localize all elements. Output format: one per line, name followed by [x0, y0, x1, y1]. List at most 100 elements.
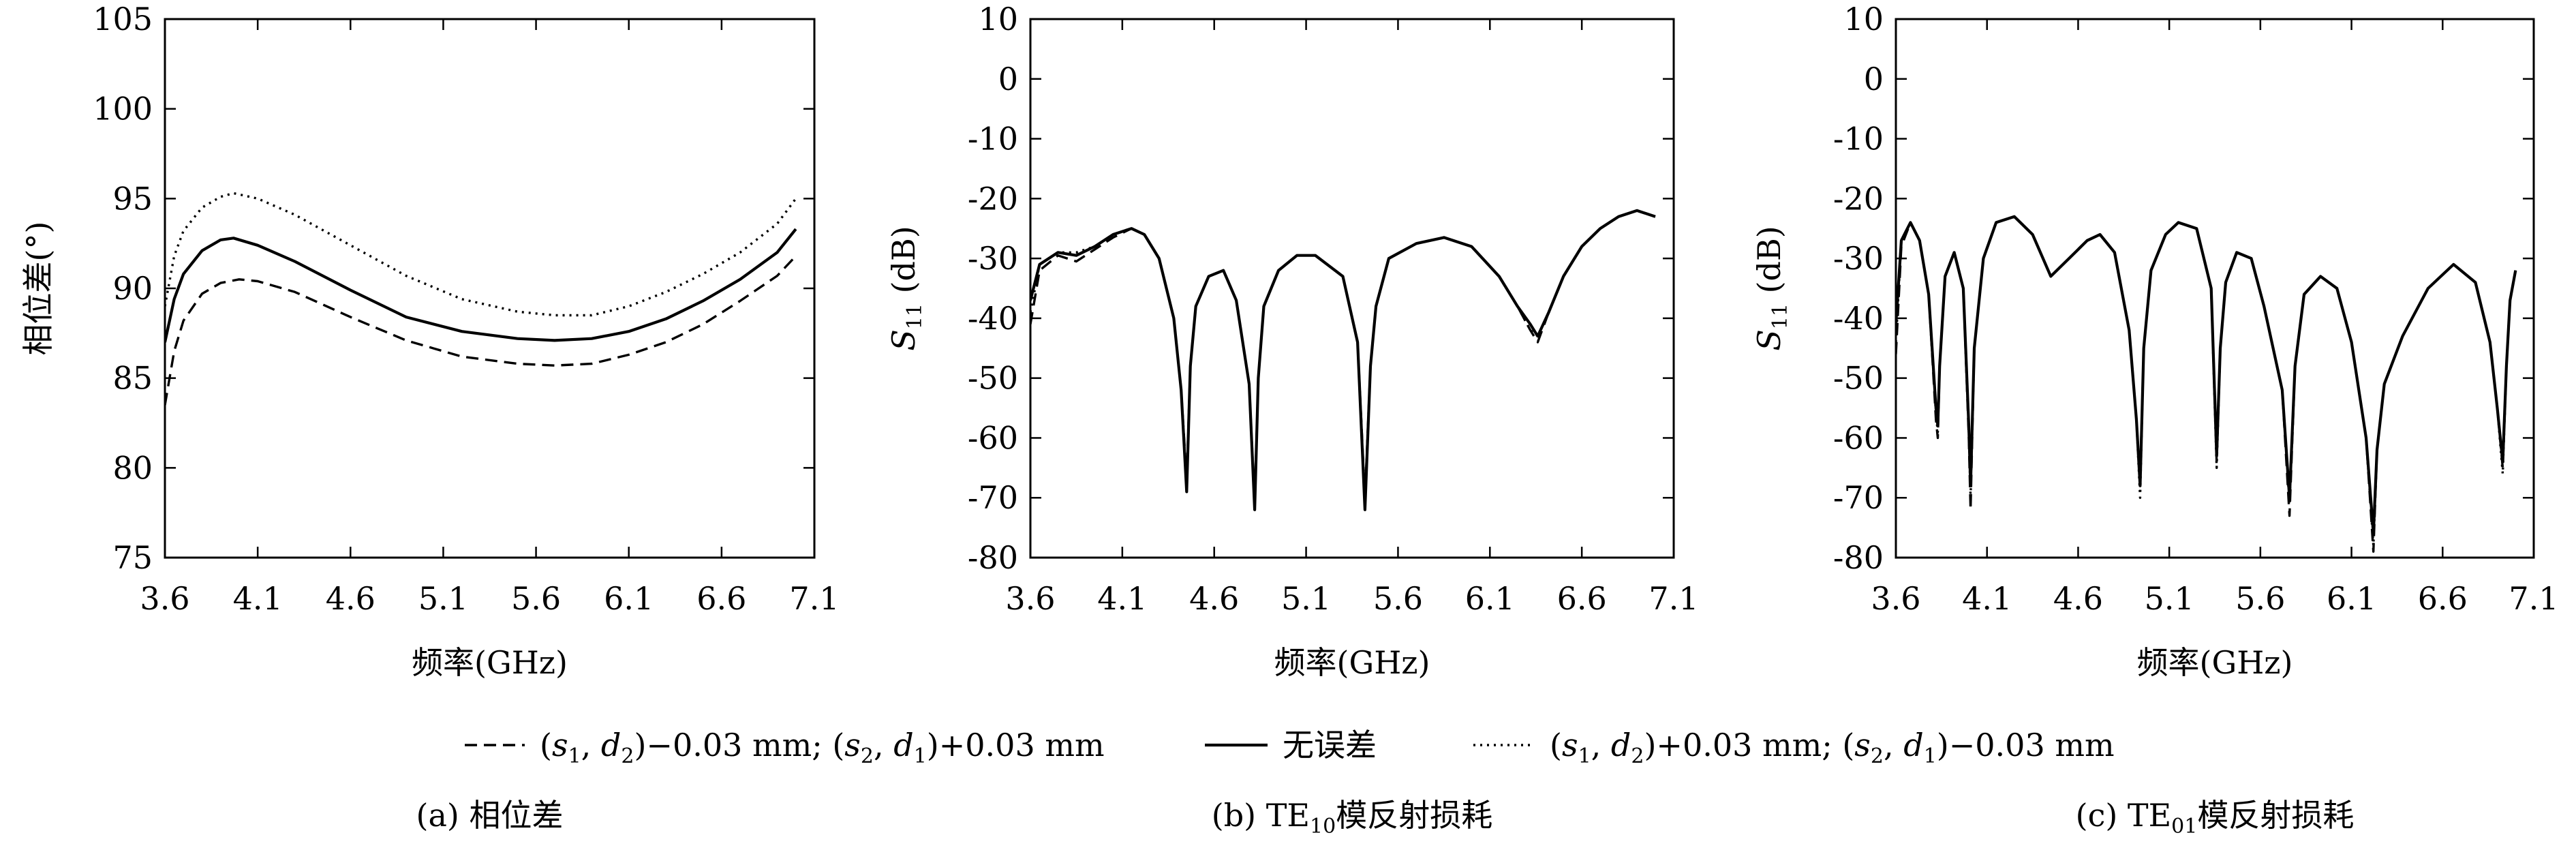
legend: (s1, d2)−0.03 mm; (s2, d1)+0.03 mm 无误差 (s1… — [465, 727, 2115, 768]
legend-subscript: 1 — [1924, 744, 1937, 768]
plot-frame — [1895, 18, 2535, 559]
y-label-symbol: S — [1751, 329, 1788, 351]
y-tick-label: -60 — [1833, 419, 1884, 456]
series-line-solid — [1030, 209, 1656, 511]
series-line-dashed — [1030, 209, 1656, 505]
y-tick-label: -70 — [968, 479, 1018, 516]
y-label-unit: (dB) — [1751, 226, 1788, 303]
x-tick-label: 7.1 — [1649, 580, 1698, 617]
legend-subscript: 2 — [861, 744, 874, 768]
y-tick-label: -10 — [968, 121, 1018, 157]
legend-subscript: 1 — [568, 744, 581, 768]
x-tick-label: 3.6 — [1871, 580, 1920, 617]
x-tick-label: 6.6 — [696, 580, 746, 617]
plot-frame — [1029, 18, 1675, 559]
y-label-subscript: 11 — [1768, 303, 1792, 329]
caption-prefix: (b) TE — [1212, 797, 1310, 834]
x-tick-label: 5.6 — [511, 580, 561, 617]
legend-var: s — [844, 727, 861, 763]
legend-label: 无误差 — [1283, 727, 1377, 763]
legend-subscript: 1 — [914, 744, 927, 768]
chart-panel-c: 3.6 4.1 4.6 5.1 5.6 6.1 6.6 7.1 -80 -70 -60 -50 -40 -… — [1751, 1, 2559, 838]
legend-var: d — [893, 727, 913, 763]
legend-text: )+0.03 mm; ( — [1644, 727, 1854, 763]
x-tick-label: 5.6 — [1373, 580, 1423, 617]
caption-subscript: 01 — [2171, 815, 2197, 838]
y-tick-label: -20 — [968, 180, 1018, 217]
x-tick-label: 7.1 — [2509, 580, 2558, 617]
series-line-dashed — [165, 255, 797, 406]
series-line-dotted — [1896, 215, 2517, 547]
legend-text: , — [1591, 727, 1611, 763]
y-tick-label: 105 — [93, 1, 153, 37]
series-line-dashed — [1896, 215, 2517, 553]
y-tick-label: -30 — [1833, 240, 1884, 277]
y-tick-label: -30 — [968, 240, 1018, 277]
series-line-dotted — [165, 192, 797, 317]
y-tick-label: -40 — [1833, 300, 1884, 337]
x-tick-label: 7.1 — [789, 580, 839, 617]
chart-panel-b: 3.6 4.1 4.6 5.1 5.6 6.1 6.6 7.1 -80 -70 -60 -50 -40 -… — [885, 1, 1699, 838]
y-tick-label: 85 — [112, 360, 153, 397]
chart-panel-a: 3.6 4.1 4.6 5.1 5.6 6.1 6.6 7.1 75 80 85 90 95 100 105… — [20, 1, 840, 834]
legend-text: ( — [540, 727, 552, 763]
legend-subscript: 2 — [621, 744, 634, 768]
caption-subscript: 10 — [1310, 815, 1336, 838]
y-axis-label: S11 (dB) — [885, 226, 927, 350]
legend-item-solid: 无误差 — [1205, 727, 1377, 763]
legend-var: d — [1611, 727, 1631, 763]
x-tick-label: 4.6 — [1189, 580, 1239, 617]
series-line-dotted — [1030, 209, 1656, 511]
caption-suffix: 模反射损耗 — [2197, 797, 2354, 834]
series-line-solid — [165, 228, 797, 343]
x-tick-label: 3.6 — [1005, 580, 1055, 617]
x-tick-label: 6.1 — [1465, 580, 1515, 617]
y-tick-label: -20 — [1833, 180, 1884, 217]
y-tick-label: -70 — [1833, 479, 1884, 516]
legend-subscript: 1 — [1578, 744, 1591, 768]
legend-item-dotted: (s1, d2)+0.03 mm; (s2, d1)−0.03 mm — [1473, 727, 2115, 768]
legend-var: d — [1903, 727, 1923, 763]
y-tick-label: -40 — [968, 300, 1018, 337]
y-label-subscript: 11 — [903, 303, 927, 329]
legend-item-dashed: (s1, d2)−0.03 mm; (s2, d1)+0.03 mm — [465, 727, 1105, 768]
y-tick-label: -80 — [1833, 539, 1884, 576]
x-tick-label: 5.1 — [1281, 580, 1331, 617]
x-tick-label: 5.1 — [418, 580, 468, 617]
x-tick-label: 6.6 — [2418, 580, 2468, 617]
legend-label: (s1, d2)−0.03 mm; (s2, d1)+0.03 mm — [540, 727, 1105, 768]
y-tick-label: 0 — [1864, 61, 1884, 97]
legend-text: , — [581, 727, 601, 763]
y-tick-label: -80 — [968, 539, 1018, 576]
legend-var: s — [552, 727, 568, 763]
legend-text: , — [874, 727, 893, 763]
legend-text: ( — [1550, 727, 1562, 763]
y-axis-label: S11 (dB) — [1751, 226, 1792, 350]
y-tick-label: 100 — [93, 91, 153, 127]
x-tick-label: 6.1 — [2327, 580, 2376, 617]
legend-label: (s1, d2)+0.03 mm; (s2, d1)−0.03 mm — [1550, 727, 2115, 768]
y-tick-label: 95 — [112, 180, 153, 217]
x-tick-label: 5.1 — [2145, 580, 2194, 617]
panel-caption: (a) 相位差 — [416, 797, 564, 834]
y-tick-label: 10 — [1843, 1, 1884, 37]
x-axis-label: 频率(GHz) — [2137, 644, 2293, 681]
plot-frame — [164, 18, 816, 559]
legend-text: )−0.03 mm — [1937, 727, 2115, 763]
y-axis-label: 相位差(°) — [20, 222, 57, 356]
legend-var: s — [1562, 727, 1578, 763]
y-tick-label: -50 — [1833, 360, 1884, 397]
legend-text: )−0.03 mm; ( — [634, 727, 844, 763]
x-tick-label: 4.1 — [1962, 580, 2012, 617]
x-tick-label: 6.1 — [604, 580, 654, 617]
caption-prefix: (c) TE — [2076, 797, 2172, 834]
x-tick-label: 4.1 — [233, 580, 283, 617]
legend-subscript: 2 — [1871, 744, 1884, 768]
y-tick-label: 0 — [998, 61, 1018, 97]
x-axis-label: 频率(GHz) — [412, 644, 568, 681]
x-axis-label: 频率(GHz) — [1274, 644, 1430, 681]
y-tick-label: 75 — [112, 539, 153, 576]
y-tick-label: 80 — [112, 449, 153, 486]
chart-panels: 3.6 4.1 4.6 5.1 5.6 6.1 6.6 7.17580859095100105… — [20, 1, 2559, 838]
